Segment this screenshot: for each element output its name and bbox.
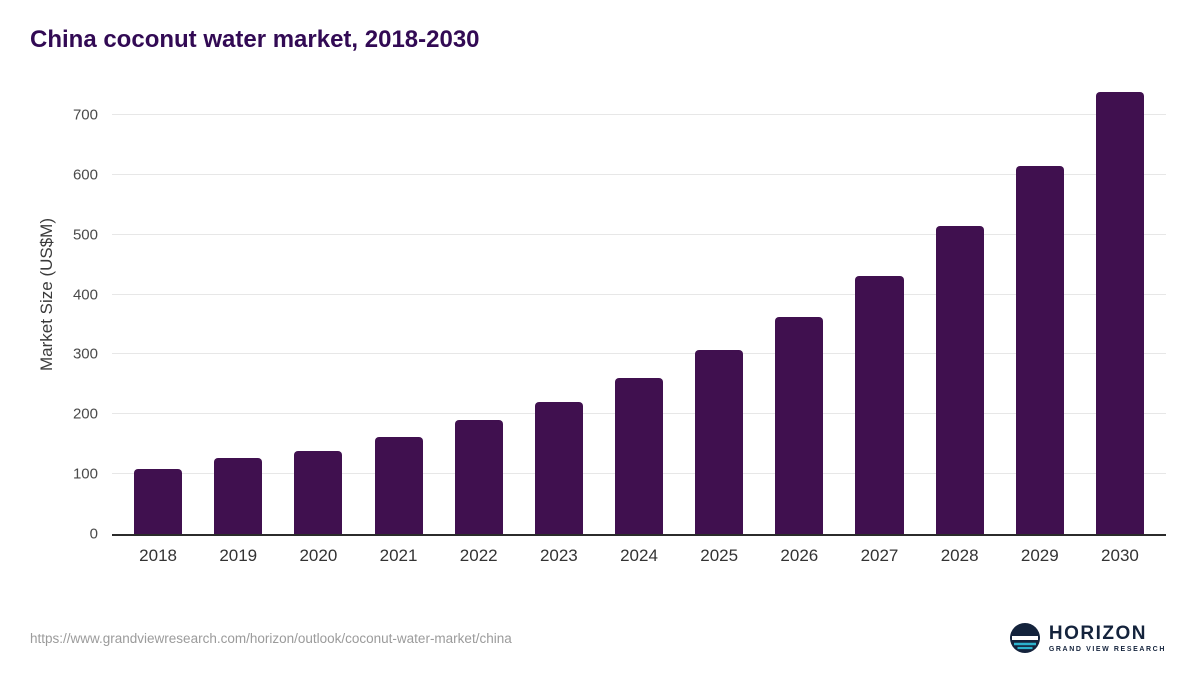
x-label-2018: 2018 [139,546,177,565]
ytick-label-300: 300 [72,345,98,363]
x-label-2019: 2019 [219,546,258,565]
bar-2027 [855,276,904,534]
page-title: China coconut water market, 2018-2030 [30,26,480,53]
bars-container [112,84,1166,534]
gridline-600 [112,173,1166,175]
bar-cell-2020 [278,84,358,534]
ytick-label-600: 600 [72,166,98,184]
chart-main: 0 100 200 300 400 500 600 700 2018 2019 2020 2021 2… [64,84,1166,566]
bar-chart: Market Size (US$M) 0 100 200 300 400 500 600 70… [30,84,1166,566]
x-label-2029: 2029 [1020,546,1059,565]
bar-cell-2022 [439,84,519,534]
bar-cell-2023 [519,84,599,534]
plot-area: 0 100 200 300 400 500 600 700 [73,84,1166,543]
x-label-2028: 2028 [940,546,979,565]
bar-cell-2021 [358,84,438,534]
horizon-circle-icon [1009,623,1040,653]
x-label-2025: 2025 [700,546,739,565]
x-label-2022: 2022 [459,546,498,565]
bar-2029 [1015,165,1064,534]
x-label-2020: 2020 [299,546,338,565]
bar-2030 [1095,92,1144,534]
x-label-2027: 2027 [860,546,899,565]
gridline-400 [112,293,1166,295]
gridline-300 [112,353,1166,355]
ytick-label-700: 700 [72,106,98,124]
bar-2025 [695,350,744,534]
x-axis-labels: 2018 2019 2020 2021 2022 2023 2024 2025 2026 2027… [112,546,1166,566]
x-label-2026: 2026 [780,546,819,565]
source-url: https://www.grandviewresearch.com/horizo… [30,630,512,646]
bar-2018 [134,469,183,534]
bar-cell-2025 [679,84,759,534]
x-label-2021: 2021 [379,546,418,565]
footer: https://www.grandviewresearch.com/horizo… [30,623,1166,653]
y-axis-label: Market Size (US$M) [30,84,64,566]
ytick-label-500: 500 [72,226,98,244]
ytick-label-0: 0 [89,525,98,543]
bar-2023 [534,401,583,534]
bar-cell-2028 [920,84,1000,534]
x-label-2023: 2023 [539,546,578,565]
bar-cell-2024 [599,84,679,534]
bar-cell-2027 [839,84,919,534]
brand-logo: HORIZON GRAND VIEW RESEARCH [1009,623,1166,653]
bar-cell-2026 [759,84,839,534]
bar-2021 [374,437,423,534]
bar-2026 [775,316,824,534]
bar-2020 [294,450,343,534]
x-label-2024: 2024 [620,546,658,565]
ytick-label-100: 100 [72,465,98,483]
bar-cell-2018 [118,84,198,534]
bar-2019 [214,458,263,534]
logo-subtitle: GRAND VIEW RESEARCH [1048,645,1166,653]
ytick-label-400: 400 [72,286,98,304]
logo-text: HORIZON GRAND VIEW RESEARCH [1049,624,1166,653]
bar-cell-2030 [1080,84,1160,534]
gridline-700 [112,114,1166,116]
logo-name: HORIZON [1048,622,1147,644]
x-label-2030: 2030 [1101,546,1139,565]
bar-cell-2019 [198,84,278,534]
bar-2024 [614,377,664,534]
bar-2028 [935,226,984,534]
bar-2022 [454,420,503,534]
ytick-label-200: 200 [72,405,98,423]
gridline-500 [112,233,1166,235]
bar-cell-2029 [1000,84,1080,534]
